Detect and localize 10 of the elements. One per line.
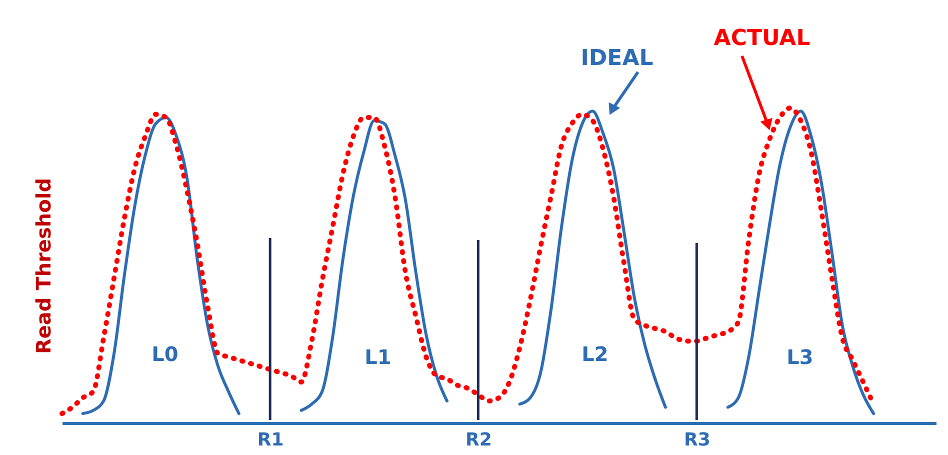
annotation: L3 — [786, 345, 814, 369]
annotation: L1 — [364, 345, 392, 369]
x-tick-label: R3 — [684, 430, 710, 450]
annotation: L0 — [152, 342, 178, 366]
text: ACTUAL — [714, 26, 810, 51]
series-label: IDEAL — [580, 46, 654, 71]
annotation: L2 — [582, 342, 608, 366]
x-tick-label: R1 — [257, 430, 284, 450]
y-axis-title: Read Threshold — [32, 178, 56, 354]
x-tick-label: R2 — [465, 430, 492, 450]
